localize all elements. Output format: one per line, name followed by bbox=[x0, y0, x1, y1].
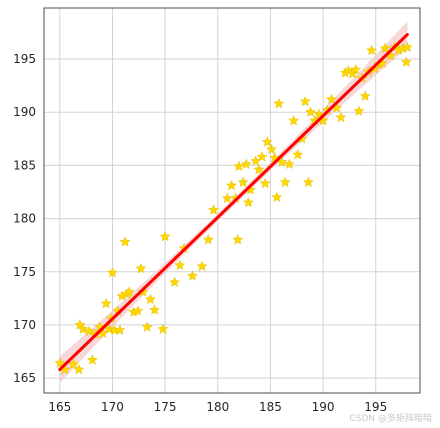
data-point-star bbox=[366, 44, 377, 56]
x-tick-label: 170 bbox=[101, 400, 124, 414]
axes-frame bbox=[43, 7, 421, 394]
y-axis-ticks: 165 170 175 180 185 190 195 bbox=[13, 52, 36, 385]
x-tick-label: 165 bbox=[48, 400, 71, 414]
data-point-star bbox=[77, 323, 89, 334]
y-tick-label: 180 bbox=[13, 212, 36, 226]
data-point-star bbox=[135, 262, 147, 274]
y-tick-label: 175 bbox=[13, 265, 36, 279]
data-point-star bbox=[107, 267, 118, 278]
data-point-star bbox=[259, 177, 271, 189]
data-point-star bbox=[401, 41, 413, 52]
y-tick-label: 195 bbox=[13, 52, 36, 66]
watermark: CSDN @多矩阵暗暗 bbox=[349, 414, 432, 424]
data-point-star bbox=[299, 95, 311, 107]
data-point-star bbox=[208, 204, 220, 215]
y-tick-label: 165 bbox=[13, 371, 36, 385]
data-point-star bbox=[87, 354, 98, 365]
data-point-star bbox=[100, 297, 112, 309]
data-point-star bbox=[187, 270, 198, 281]
data-point-star bbox=[292, 149, 304, 160]
data-point-star bbox=[288, 115, 300, 126]
x-tick-label: 190 bbox=[312, 400, 335, 414]
data-point-star bbox=[240, 158, 252, 169]
regression-line bbox=[58, 33, 409, 372]
data-point-star bbox=[54, 357, 66, 368]
data-point-star bbox=[157, 323, 169, 334]
data-point-star bbox=[350, 63, 362, 75]
data-point-star bbox=[296, 133, 308, 144]
y-tick-label: 170 bbox=[13, 318, 36, 332]
data-point-star bbox=[226, 179, 237, 191]
y-tick-label: 190 bbox=[13, 105, 36, 119]
data-point-star bbox=[119, 236, 131, 247]
data-point-star bbox=[253, 163, 265, 175]
data-point-star bbox=[379, 42, 391, 54]
x-axis-ticks: 165 170 175 180 185 190 195 bbox=[48, 400, 387, 414]
data-point-star bbox=[326, 93, 337, 105]
data-point-star bbox=[237, 176, 249, 188]
data-point-star bbox=[132, 305, 144, 316]
x-tick-label: 180 bbox=[206, 400, 229, 414]
data-point-star bbox=[279, 176, 291, 188]
data-point-star bbox=[73, 363, 85, 375]
data-point-star bbox=[400, 56, 412, 67]
data-point-star bbox=[68, 358, 79, 369]
x-tick-label: 195 bbox=[364, 400, 387, 414]
data-point-star bbox=[266, 143, 277, 155]
y-tick-label: 185 bbox=[13, 158, 36, 172]
data-point-star bbox=[273, 97, 285, 109]
data-point-star bbox=[335, 111, 347, 123]
data-point-star bbox=[271, 191, 283, 202]
data-point-star bbox=[353, 105, 365, 116]
data-point-star bbox=[149, 304, 161, 315]
data-point-star bbox=[196, 260, 208, 272]
data-point-star bbox=[114, 324, 126, 335]
data-point-star bbox=[261, 136, 273, 147]
data-point-star bbox=[305, 106, 316, 117]
x-tick-label: 185 bbox=[259, 400, 282, 414]
data-point-star bbox=[359, 90, 371, 101]
data-point-star bbox=[232, 234, 244, 245]
data-point-star bbox=[233, 160, 245, 172]
data-point-star bbox=[123, 286, 135, 297]
x-tick-label: 175 bbox=[154, 400, 177, 414]
data-point-star bbox=[169, 276, 181, 288]
data-point-star bbox=[283, 158, 295, 169]
data-point-star bbox=[302, 176, 314, 188]
data-point-star bbox=[256, 151, 268, 162]
data-point-star bbox=[202, 234, 214, 245]
data-point-star bbox=[242, 196, 254, 208]
data-point-star bbox=[159, 230, 171, 242]
data-point-star bbox=[174, 259, 186, 271]
data-point-star bbox=[144, 293, 156, 305]
data-point-star bbox=[141, 321, 153, 332]
